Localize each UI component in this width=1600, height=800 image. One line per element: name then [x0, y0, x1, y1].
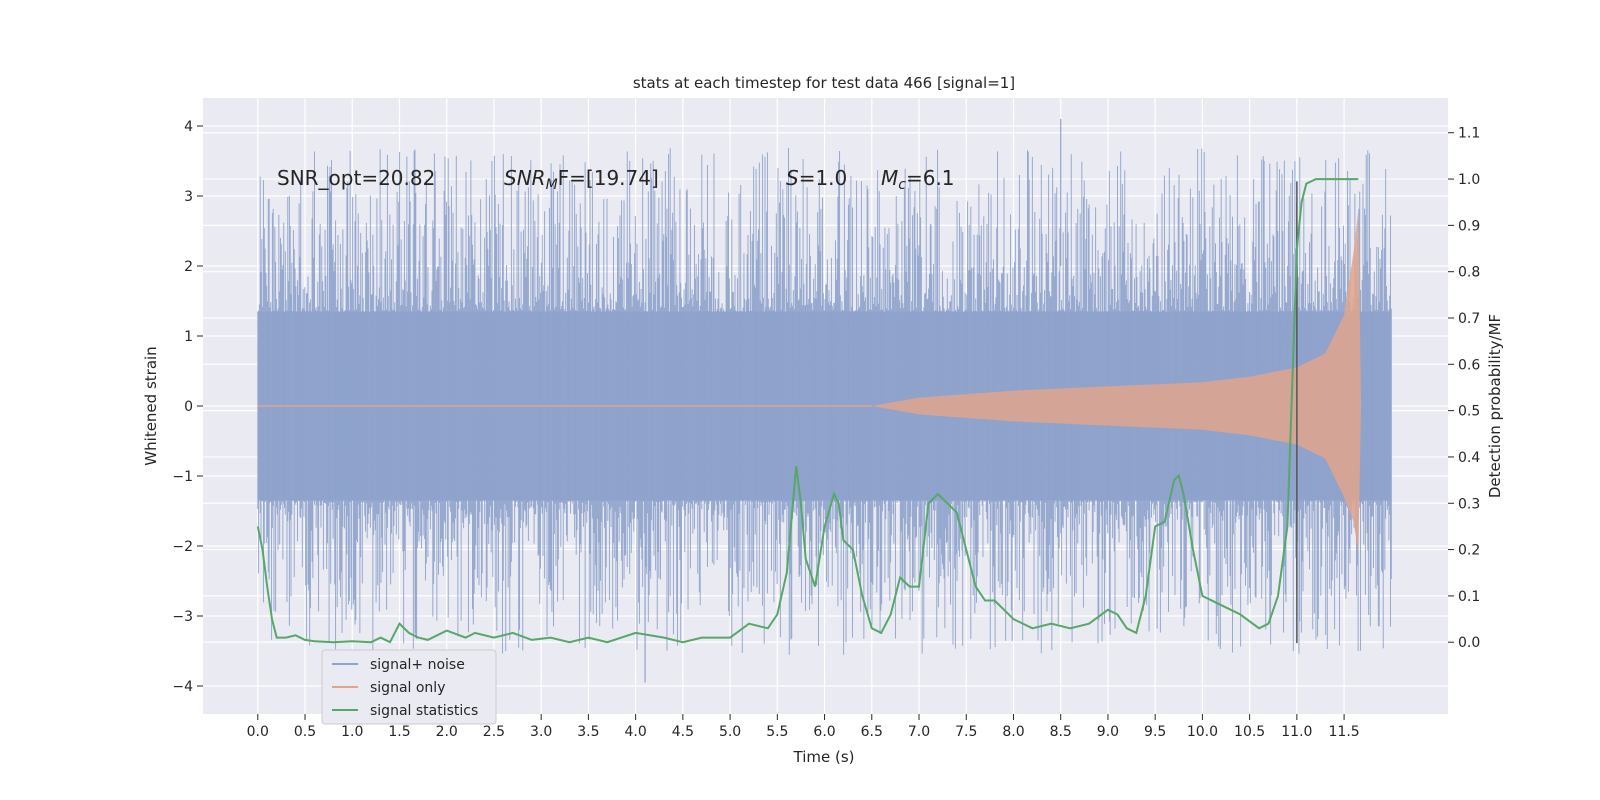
x-tick-label: 4.5 [672, 724, 694, 740]
mc-sub: c [898, 177, 906, 193]
y2-tick-label: 0.8 [1458, 265, 1480, 281]
x-tick-label: 0.0 [247, 724, 269, 740]
x-axis-label: Time (s) [793, 748, 855, 766]
signal-statistics-series [256, 178, 1359, 644]
y2-tick-label: 0.5 [1458, 404, 1480, 420]
snr-mf-rest: F=[19.74] [558, 166, 659, 190]
x-tick-label: 11.0 [1281, 724, 1312, 740]
legend-label-signal-only: signal only [370, 680, 445, 696]
legend-label-signal-statistics: signal statistics [370, 703, 478, 719]
annotation-snr-mf: SNRMF=[19.74] [504, 166, 659, 193]
signal-only-series [257, 210, 1362, 553]
snr-mf-sub: M [546, 177, 558, 193]
y2-tick-label: 0.3 [1458, 496, 1480, 512]
s-main: S [786, 166, 799, 190]
x-tick-label: 2.0 [436, 724, 458, 740]
x-tick-label: 1.5 [388, 724, 410, 740]
mc-main: M [881, 166, 898, 190]
x-tick-label: 3.0 [530, 724, 552, 740]
y2-tick-label: 0.6 [1458, 357, 1480, 373]
y2-tick-label: 0.0 [1458, 635, 1480, 651]
chart-title: stats at each timestep for test data 466… [633, 74, 1015, 92]
y-tick-label: −4 [172, 679, 193, 695]
x-tick-label: 9.0 [1097, 724, 1119, 740]
x-tick-label: 6.5 [861, 724, 883, 740]
y-tick-label: 1 [184, 329, 193, 345]
x-tick-label: 1.0 [341, 724, 363, 740]
x-tick-label: 10.0 [1187, 724, 1218, 740]
x-tick-label: 10.5 [1234, 724, 1265, 740]
x-tick-label: 7.5 [955, 724, 977, 740]
y2-tick-label: 0.7 [1458, 311, 1480, 327]
x-tick-label: 9.5 [1144, 724, 1166, 740]
y2-tick-label: 0.1 [1458, 589, 1480, 605]
y-tick-label: 4 [184, 119, 193, 135]
y2-tick-label: 0.4 [1458, 450, 1480, 466]
y2-tick-label: 1.1 [1458, 126, 1480, 142]
s-rest: =1.0 [799, 166, 848, 190]
mc-rest: =6.1 [906, 166, 955, 190]
signal-only-envelope [871, 210, 1362, 553]
y-tick-label: 2 [184, 259, 193, 275]
y-tick-label: 3 [184, 189, 193, 205]
annotation-mc: Mc=6.1 [881, 166, 955, 193]
x-tick-label: 6.0 [813, 724, 835, 740]
annotation-snr-opt: SNR_opt=20.82 [277, 166, 435, 190]
signal-statistics-line [256, 178, 1359, 644]
x-tick-label: 2.5 [483, 724, 505, 740]
x-tick-label: 4.0 [624, 724, 646, 740]
ticks: 0.0 0.5 1.0 1.5 2.0 2.5 3.0 3.5 4.0 4.5 5.0 5.5 6.0 6… [172, 119, 1480, 740]
x-tick-label: 5.0 [719, 724, 741, 740]
snr-mf-main: SNR [504, 166, 546, 190]
y-tick-label: −3 [172, 609, 193, 625]
y2-tick-label: 0.9 [1458, 218, 1480, 234]
x-tick-label: 3.5 [577, 724, 599, 740]
x-tick-label: 7.0 [908, 724, 930, 740]
annotation-s: S=1.0 [786, 166, 847, 190]
x-tick-label: 8.5 [1050, 724, 1072, 740]
y-axis-label: Whitened strain [142, 346, 160, 465]
legend-label-signal-noise: signal+ noise [370, 657, 465, 673]
x-tick-label: 5.5 [766, 724, 788, 740]
y2-tick-label: 0.2 [1458, 543, 1480, 559]
y2-tick-label: 1.0 [1458, 172, 1480, 188]
legend: signal+ noise signal only signal statist… [321, 649, 497, 725]
y-tick-label: 0 [184, 399, 193, 415]
x-tick-label: 8.0 [1002, 724, 1024, 740]
y2-axis-label: Detection probability/MF [1486, 314, 1504, 498]
x-tick-label: 0.5 [294, 724, 316, 740]
y-tick-label: −1 [172, 469, 193, 485]
y-tick-label: −2 [172, 539, 193, 555]
legend-box [321, 649, 497, 725]
x-tick-label: 11.5 [1329, 724, 1360, 740]
